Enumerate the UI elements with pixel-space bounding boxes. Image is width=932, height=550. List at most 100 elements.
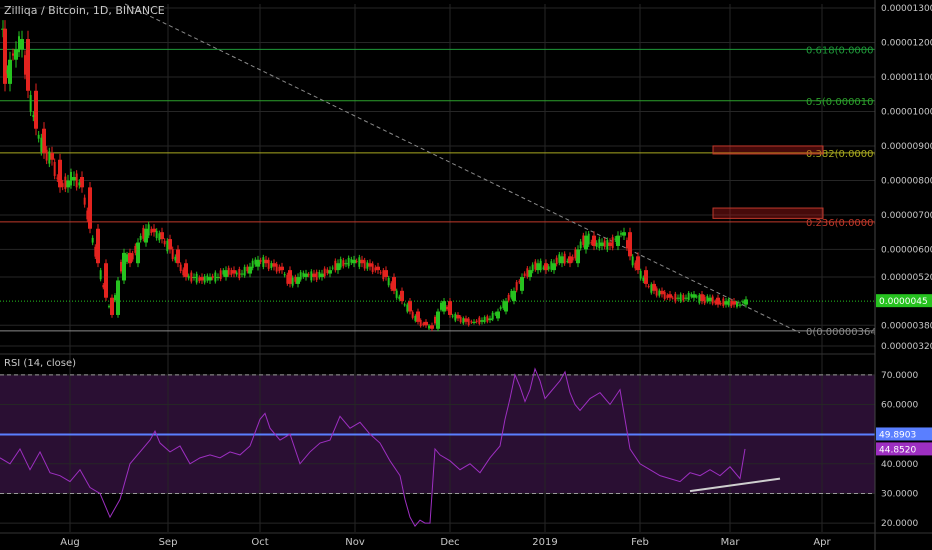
candle-body <box>376 266 380 271</box>
resistance-zone-box <box>712 145 824 155</box>
candle-body <box>603 240 606 247</box>
candle-body <box>219 270 222 280</box>
candle-body <box>158 233 161 241</box>
candle-body <box>264 259 268 264</box>
candle-body <box>671 297 674 299</box>
candle-body <box>12 53 14 56</box>
candle-body <box>542 267 545 269</box>
candle-body <box>358 257 361 267</box>
candle-body <box>187 275 190 279</box>
candle-body <box>590 242 593 244</box>
candle-body <box>600 242 604 246</box>
candle-body <box>230 269 233 275</box>
rsi-trendline <box>689 477 781 493</box>
candle-body <box>454 313 457 321</box>
candle-body <box>45 149 48 161</box>
rsi-last-value: 44.8520 <box>879 445 916 455</box>
candle-body <box>512 290 516 302</box>
candle-body <box>571 256 574 261</box>
candle-body <box>711 296 714 304</box>
candle-body <box>339 258 342 268</box>
candle-body <box>422 323 425 325</box>
candle-body <box>555 257 558 265</box>
candle-body <box>139 235 142 240</box>
candle-body <box>50 152 54 160</box>
candle-body <box>563 253 566 264</box>
candle-body <box>32 115 35 118</box>
candle-body <box>488 318 492 321</box>
rsi-indicator-label: RSI (14, close) <box>4 358 77 369</box>
fib-level-label: 0.382(0.000008 <box>806 149 886 160</box>
candle-body <box>550 261 553 270</box>
price-axis-tick: 0.00000600 <box>881 245 932 255</box>
candle-body <box>304 273 308 278</box>
candle-body <box>352 259 356 264</box>
x-axis-tick: Aug <box>60 537 80 548</box>
candle-body <box>302 272 305 277</box>
candle-body <box>310 271 313 281</box>
candle-body <box>75 173 78 188</box>
candle-body <box>494 313 497 315</box>
price-axis-tick: 0.00000320 <box>881 342 932 352</box>
candle-body <box>595 242 598 247</box>
candle-body <box>499 307 502 309</box>
candle-body <box>727 299 730 306</box>
candle-body <box>108 306 110 308</box>
candle-body <box>390 283 393 290</box>
candle-body <box>102 285 105 288</box>
candle-body <box>142 227 145 239</box>
candle-body <box>566 260 569 262</box>
candle-body <box>275 264 278 272</box>
candle-body <box>315 271 318 280</box>
fib-level-label: 0(0.00000364) <box>806 327 881 338</box>
candle-body <box>371 263 374 272</box>
candle-body <box>331 267 334 269</box>
candle-body <box>136 242 140 264</box>
x-axis-tick: Feb <box>631 537 649 548</box>
candle-body <box>700 294 704 302</box>
candle-body <box>467 318 470 326</box>
candle-body <box>736 302 738 307</box>
candle-body <box>155 230 158 239</box>
candle-body <box>724 301 728 305</box>
price-axis-tick: 0.00001000 <box>881 107 932 117</box>
candle-body <box>636 256 640 271</box>
candle-body <box>502 301 505 309</box>
price-axis-bg <box>875 0 932 550</box>
candle-body <box>442 301 446 312</box>
rsi-blue-level-tag <box>876 427 932 441</box>
x-axis-tick: 2019 <box>532 537 557 548</box>
candle-body <box>6 70 9 74</box>
candle-body <box>8 59 12 84</box>
candle-body <box>408 301 412 312</box>
candle-body <box>366 262 369 269</box>
candle-body <box>184 263 188 278</box>
candle-body <box>53 162 56 176</box>
candle-body <box>614 238 617 240</box>
candle-body <box>190 272 193 282</box>
price-axis-tick: 0.00000380 <box>881 321 932 331</box>
candle-body <box>744 299 748 305</box>
candle-body <box>576 249 580 264</box>
candle-body <box>478 317 481 324</box>
candle-body <box>58 159 62 188</box>
candle-body <box>347 257 350 267</box>
candle-body <box>3 28 7 84</box>
rsi-axis-tick: 60.0000 <box>881 400 918 410</box>
candle-body <box>232 270 236 274</box>
candle-body <box>611 237 614 248</box>
candle-body <box>195 273 198 283</box>
candle-body <box>539 260 542 271</box>
candle-body <box>616 235 620 246</box>
candle-body <box>222 270 225 275</box>
candle-body <box>687 293 690 301</box>
candle-body <box>510 290 513 298</box>
candle-body <box>742 301 744 303</box>
candle-body <box>526 268 529 277</box>
candle-body <box>70 172 72 186</box>
candle-body <box>523 273 526 276</box>
candle-body <box>379 272 382 274</box>
candle-body <box>416 311 420 322</box>
candle-body <box>342 260 345 267</box>
candle-body <box>462 318 465 324</box>
